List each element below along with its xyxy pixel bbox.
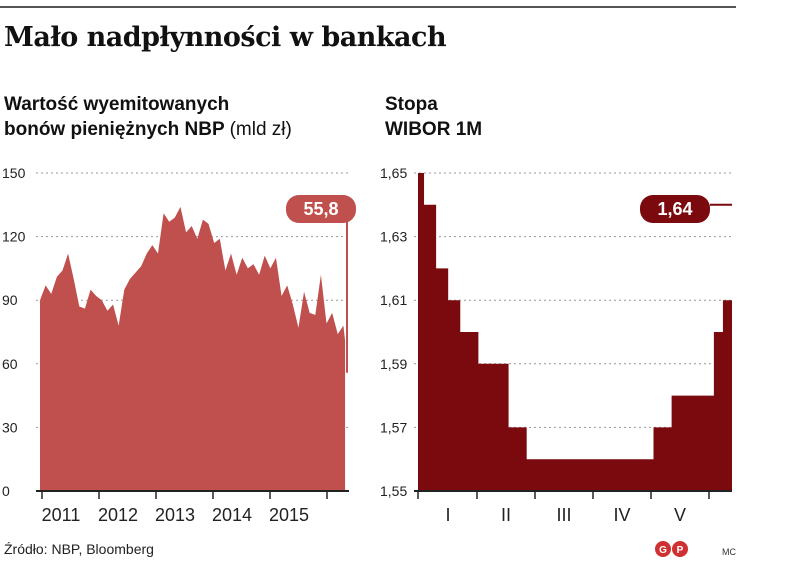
source-note: Źródło: NBP, Bloomberg: [4, 541, 154, 557]
right-chart: 1,65 1,63 1,61 1,59 1,57 1,55 1,64 I II III IV V: [378, 160, 758, 530]
right-chart-title: Stopa WIBOR 1M: [385, 92, 482, 142]
value-callout-bubble: [286, 195, 356, 223]
top-rule: [0, 6, 736, 8]
y-tick-label: 150: [2, 165, 26, 181]
left-chart-title: Wartość wyemitowanych bonów pieniężnych …: [4, 92, 292, 142]
y-tick-label: 1,59: [380, 356, 407, 372]
x-tick-label: IV: [613, 505, 630, 525]
left-chart: 150 120 90 60 30 0 55,8 2011 2012 2013 2014 2015: [0, 160, 380, 530]
x-tick-label: 2015: [269, 505, 309, 525]
y-tick-label: 1,57: [380, 419, 407, 435]
value-callout-label: 55,8: [303, 199, 338, 219]
left-chart-title-line2: bonów pieniężnych NBP: [4, 119, 225, 140]
left-chart-unit: (mld zł): [229, 119, 292, 140]
step-series: [418, 173, 732, 491]
y-tick-label: 90: [2, 292, 18, 308]
publisher-logo-icon: G P: [655, 541, 688, 557]
y-tick-label: 1,55: [380, 483, 407, 499]
left-chart-svg: 150 120 90 60 30 0 55,8 2011 2012 2013 2014 2015: [2, 165, 356, 525]
y-tick-label: 60: [2, 356, 18, 372]
x-tick-label: II: [501, 505, 511, 525]
right-chart-svg: 1,651,631,611,591,571,551,64I II III IV V: [380, 165, 732, 525]
svg-text:P: P: [677, 545, 684, 556]
y-tick-label: 1,63: [380, 229, 407, 245]
y-tick-label: 30: [2, 419, 18, 435]
left-chart-title-line1: Wartość wyemitowanych: [4, 94, 230, 115]
x-tick-label: 2012: [98, 505, 138, 525]
x-tick-label: 2013: [155, 505, 195, 525]
right-chart-title-line2: WIBOR 1M: [385, 119, 483, 140]
y-tick-label: 120: [2, 229, 26, 245]
credit: MC: [722, 547, 736, 557]
page-title: Mało nadpłynności w bankach: [4, 22, 447, 53]
x-tick-label: I: [445, 505, 450, 525]
right-chart-title-line1: Stopa: [385, 94, 438, 115]
y-tick-label: 1,65: [380, 165, 407, 181]
x-tick-label: III: [556, 505, 571, 525]
x-tick-label: 2014: [212, 505, 252, 525]
x-tick-label: V: [674, 505, 686, 525]
y-tick-label: 1,61: [380, 292, 407, 308]
value-callout-bubble: [640, 195, 710, 223]
svg-text:G: G: [659, 545, 667, 556]
y-tick-label: 0: [2, 483, 10, 499]
area-series: [40, 206, 346, 492]
value-callout-label: 1,64: [657, 199, 692, 219]
x-tick-label: 2011: [42, 505, 81, 525]
